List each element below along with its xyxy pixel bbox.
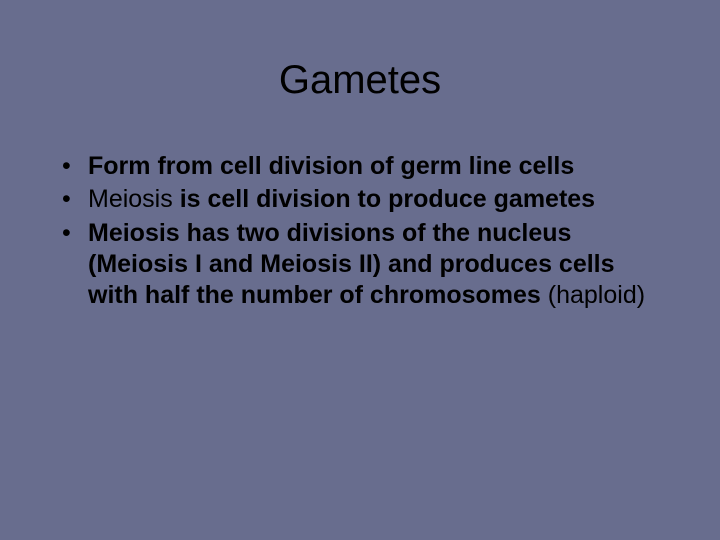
text-run: (haploid) xyxy=(548,281,645,309)
list-item: Form from cell division of germ line cel… xyxy=(58,151,670,182)
list-item: Meiosis has two divisions of the nucleus… xyxy=(58,218,670,312)
bullet-list: Form from cell division of germ line cel… xyxy=(50,151,670,311)
text-run: germ line cells xyxy=(401,152,575,180)
slide: Gametes Form from cell division of germ … xyxy=(0,0,720,540)
text-run: is cell division to produce gametes xyxy=(180,185,595,213)
text-run: Meiosis xyxy=(88,185,180,213)
list-item: Meiosis is cell division to produce game… xyxy=(58,184,670,215)
text-run: Form from cell division of xyxy=(88,152,401,180)
slide-title: Gametes xyxy=(50,58,670,103)
text-run: Meiosis has two divisions of the nucleus… xyxy=(88,219,615,310)
